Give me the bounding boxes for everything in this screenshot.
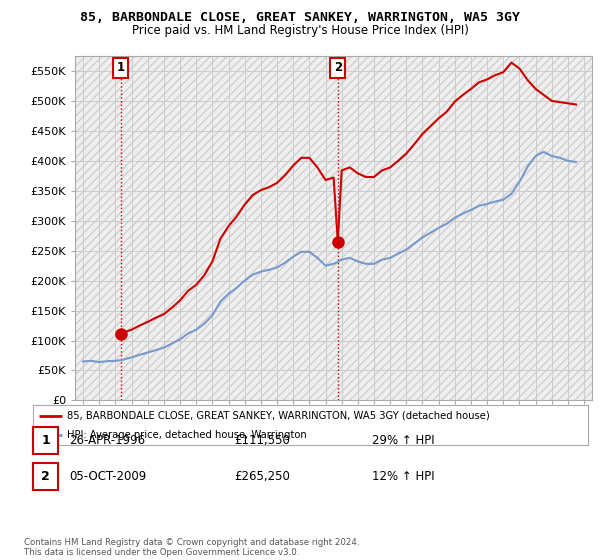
Text: 1: 1: [41, 433, 50, 447]
Text: 2: 2: [334, 61, 342, 74]
Text: HPI: Average price, detached house, Warrington: HPI: Average price, detached house, Warr…: [67, 430, 307, 440]
Text: 05-OCT-2009: 05-OCT-2009: [69, 470, 146, 483]
Text: £111,550: £111,550: [234, 433, 290, 447]
Text: Price paid vs. HM Land Registry's House Price Index (HPI): Price paid vs. HM Land Registry's House …: [131, 24, 469, 36]
Text: 2: 2: [41, 470, 50, 483]
Text: 29% ↑ HPI: 29% ↑ HPI: [372, 433, 434, 447]
Text: Contains HM Land Registry data © Crown copyright and database right 2024.
This d: Contains HM Land Registry data © Crown c…: [24, 538, 359, 557]
Text: 26-APR-1996: 26-APR-1996: [69, 433, 145, 447]
Text: £265,250: £265,250: [234, 470, 290, 483]
Text: 1: 1: [116, 61, 125, 74]
Text: 12% ↑ HPI: 12% ↑ HPI: [372, 470, 434, 483]
Text: 85, BARBONDALE CLOSE, GREAT SANKEY, WARRINGTON, WA5 3GY (detached house): 85, BARBONDALE CLOSE, GREAT SANKEY, WARR…: [67, 411, 490, 421]
Text: 85, BARBONDALE CLOSE, GREAT SANKEY, WARRINGTON, WA5 3GY: 85, BARBONDALE CLOSE, GREAT SANKEY, WARR…: [80, 11, 520, 24]
